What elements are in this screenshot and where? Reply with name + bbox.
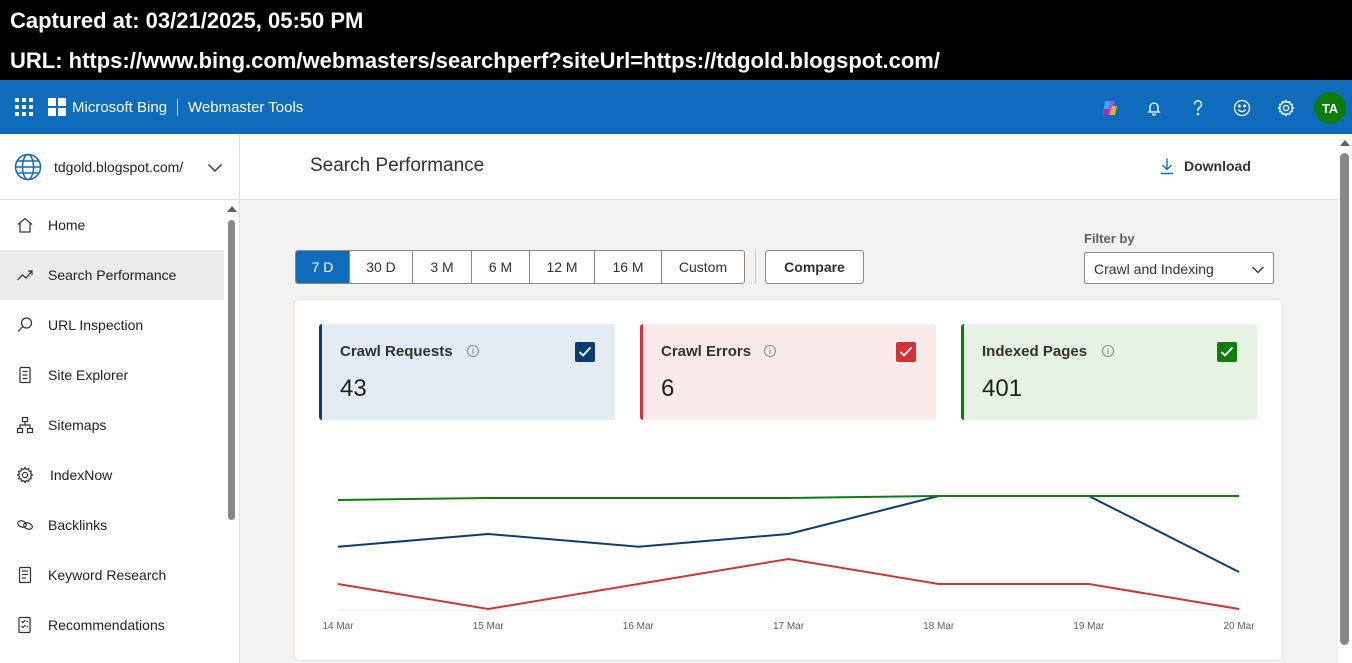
trending-icon xyxy=(16,266,34,284)
document-icon xyxy=(16,366,34,384)
scroll-up-arrow-icon[interactable] xyxy=(1340,140,1350,146)
checklist-icon xyxy=(16,616,34,634)
range-30d-button[interactable]: 30 D xyxy=(350,251,413,283)
main-content: Search Performance Download 7 D 30 D 3 M… xyxy=(240,134,1338,663)
capture-timestamp: Captured at: 03/21/2025, 05:50 PM xyxy=(10,8,364,33)
sidebar-item-label: Home xyxy=(48,217,86,233)
microsoft-logo-icon xyxy=(48,98,66,116)
help-icon[interactable] xyxy=(1187,97,1209,119)
brand-divider xyxy=(177,99,178,116)
metric-label: Indexed Pages xyxy=(982,343,1088,360)
metric-value: 401 xyxy=(982,375,1023,402)
series-line-crawl-requests xyxy=(337,495,1240,573)
product-name[interactable]: Webmaster Tools xyxy=(188,99,304,116)
sidebar-item-keyword-research[interactable]: Keyword Research xyxy=(0,550,224,600)
metric-crawl-requests[interactable]: Crawl Requests i 43 xyxy=(319,324,615,420)
sitemap-icon xyxy=(16,416,34,434)
range-16m-button[interactable]: 16 M xyxy=(595,251,662,283)
x-tick-label: 16 Mar xyxy=(623,621,655,632)
checkbox-checked-icon[interactable] xyxy=(1217,342,1237,362)
range-7d-button[interactable]: 7 D xyxy=(296,251,350,283)
sidebar-item-indexnow[interactable]: IndexNow xyxy=(0,450,224,500)
brand-name[interactable]: Microsoft Bing xyxy=(72,99,168,116)
info-icon[interactable]: i xyxy=(764,345,776,357)
sidebar-item-recommendations[interactable]: Recommendations xyxy=(0,600,224,650)
x-tick-label: 14 Mar xyxy=(322,621,354,632)
bell-icon[interactable] xyxy=(1143,97,1165,119)
sidebar-item-label: Recommendations xyxy=(48,617,165,633)
metric-label: Crawl Requests xyxy=(340,343,453,360)
sidebar-item-url-inspection[interactable]: URL Inspection xyxy=(0,300,224,350)
filter-value: Crawl and Indexing xyxy=(1094,261,1214,277)
sidebar-scrollbar[interactable] xyxy=(228,220,235,520)
download-button[interactable]: Download xyxy=(1160,157,1251,175)
capture-url: URL: https://www.bing.com/webmasters/sea… xyxy=(10,48,940,73)
gear-icon xyxy=(16,466,34,484)
waffle-icon[interactable] xyxy=(15,98,33,116)
site-selector[interactable]: tdgold.blogspot.com/ xyxy=(0,134,239,200)
sidebar-item-backlinks[interactable]: Backlinks xyxy=(0,500,224,550)
sidebar-item-label: IndexNow xyxy=(50,467,113,483)
sidebar-item-home[interactable]: Home xyxy=(0,200,224,250)
info-icon[interactable]: i xyxy=(467,345,479,357)
x-tick-label: 18 Mar xyxy=(923,621,955,632)
notes-icon xyxy=(16,566,34,584)
site-name: tdgold.blogspot.com/ xyxy=(54,159,184,175)
download-label: Download xyxy=(1184,158,1251,174)
range-custom-button[interactable]: Custom xyxy=(678,259,728,275)
chevron-down-icon xyxy=(1251,262,1265,278)
sidebar: tdgold.blogspot.com/ Home Search Perform… xyxy=(0,134,240,663)
date-range-selector: 7 D 30 D 3 M 6 M 12 M 16 M Custom xyxy=(295,250,745,284)
home-icon xyxy=(16,216,34,234)
x-tick-label: 19 Mar xyxy=(1073,621,1105,632)
smiley-icon[interactable] xyxy=(1231,97,1253,119)
x-tick-label: 17 Mar xyxy=(773,621,805,632)
metric-value: 6 xyxy=(661,375,675,402)
sidebar-item-label: Backlinks xyxy=(48,517,108,533)
sidebar-item-label: Site Explorer xyxy=(48,367,129,383)
range-divider xyxy=(755,250,756,284)
range-6m-button[interactable]: 6 M xyxy=(472,251,530,283)
x-tick-label: 15 Mar xyxy=(473,621,505,632)
page-header: Search Performance Download xyxy=(240,134,1338,200)
top-navigation-bar: Microsoft Bing Webmaster Tools TA xyxy=(0,80,1352,134)
sidebar-item-site-explorer[interactable]: Site Explorer xyxy=(0,350,224,400)
compare-button[interactable]: Compare xyxy=(765,250,864,284)
search-icon xyxy=(16,316,34,334)
capture-info-bar: Captured at: 03/21/2025, 05:50 PM URL: h… xyxy=(0,0,1352,80)
sidebar-item-label: Keyword Research xyxy=(48,567,167,583)
checkbox-checked-icon[interactable] xyxy=(575,342,595,362)
range-3m-button[interactable]: 3 M xyxy=(413,251,472,283)
sidebar-item-sitemaps[interactable]: Sitemaps xyxy=(0,400,224,450)
filter-dropdown[interactable]: Crawl and Indexing xyxy=(1084,252,1274,284)
sidebar-item-label: Sitemaps xyxy=(48,417,107,433)
sidebar-item-search-performance[interactable]: Search Performance xyxy=(0,250,224,300)
gear-icon[interactable] xyxy=(1275,97,1297,119)
link-icon xyxy=(16,516,34,534)
sidebar-item-label: URL Inspection xyxy=(48,317,144,333)
info-icon[interactable]: i xyxy=(1102,345,1114,357)
sidebar-item-label: Search Performance xyxy=(48,267,177,283)
download-icon xyxy=(1161,158,1173,175)
globe-icon xyxy=(14,153,42,186)
metric-crawl-errors[interactable]: Crawl Errors i 6 xyxy=(640,324,936,420)
chevron-down-icon[interactable] xyxy=(207,160,223,178)
metric-value: 43 xyxy=(340,375,367,402)
series-line-crawl-errors xyxy=(337,557,1240,611)
performance-line-chart: 14 Mar 15 Mar 16 Mar 17 Mar 18 Mar 19 Mar 20 M… xyxy=(322,495,1255,632)
metric-indexed-pages[interactable]: Indexed Pages i 401 xyxy=(961,324,1257,420)
avatar[interactable]: TA xyxy=(1314,92,1346,124)
series-line-indexed-pages xyxy=(337,495,1239,501)
copilot-icon[interactable] xyxy=(1099,97,1121,119)
filter-label: Filter by xyxy=(1084,231,1135,246)
page-title: Search Performance xyxy=(310,155,485,176)
scroll-up-arrow-icon[interactable] xyxy=(227,206,237,212)
performance-card: Crawl Requests i 43 Crawl Errors i 6 Ind… xyxy=(295,300,1282,660)
x-tick-label: 20 Mar xyxy=(1223,621,1255,632)
main-scrollbar[interactable] xyxy=(1340,153,1349,645)
checkbox-checked-icon[interactable] xyxy=(896,342,916,362)
range-12m-button[interactable]: 12 M xyxy=(530,251,595,283)
metric-label: Crawl Errors xyxy=(661,343,752,360)
